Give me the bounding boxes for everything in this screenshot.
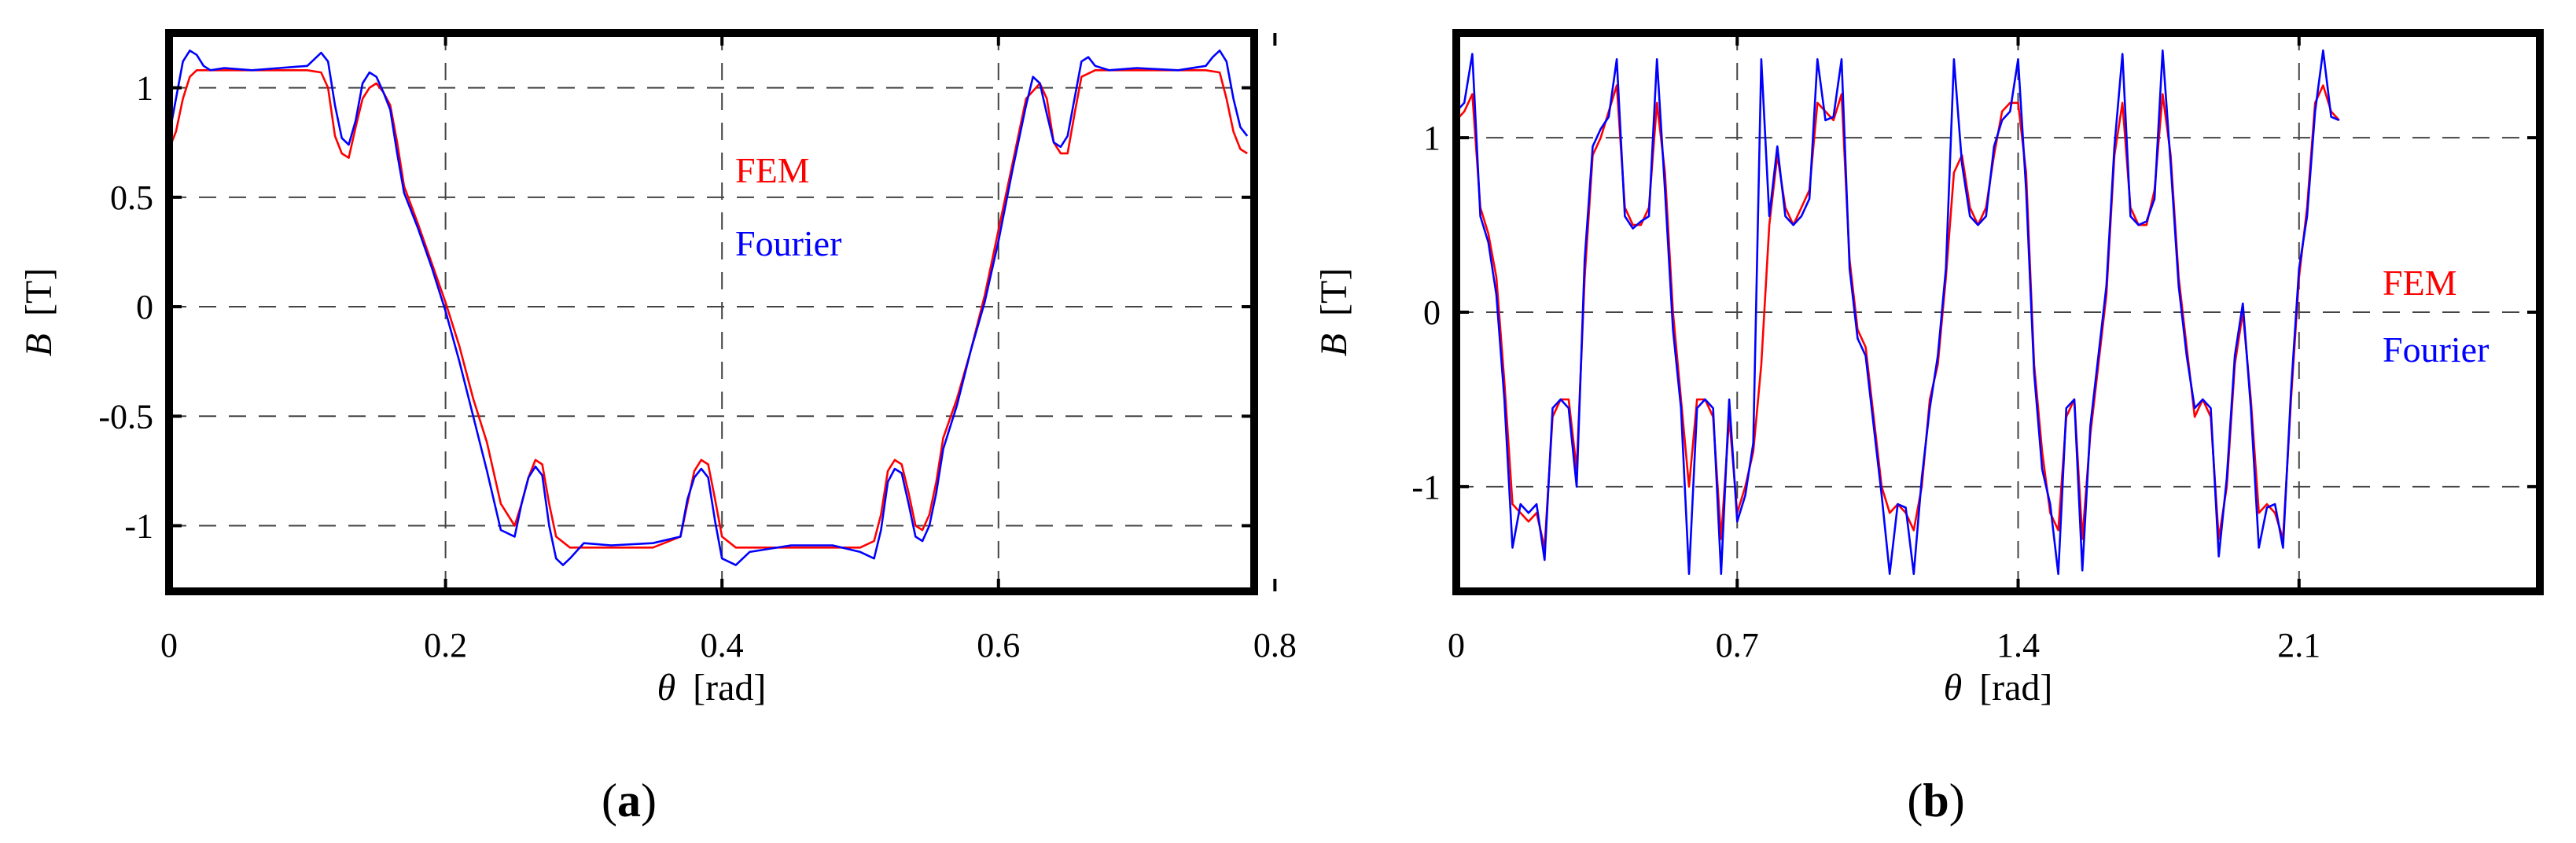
panel-label-b: (b) — [1907, 775, 1964, 826]
y-tick-label: 1 — [136, 69, 153, 108]
y-axis-unit: [T] — [18, 268, 60, 316]
y-axis-label: B [T] — [1313, 268, 1355, 357]
panel-letter: b — [1923, 775, 1949, 826]
x-tick-label: 0.6 — [977, 626, 1020, 664]
data-series — [1455, 49, 2340, 576]
legend-entry-fem: FEM — [2383, 263, 2457, 303]
tick-labels: 0 0.7 1.4 2.1 1 0 -1 — [1411, 119, 2320, 664]
y-tick-label: 0 — [136, 288, 153, 326]
panel-letter: a — [617, 775, 641, 826]
x-tick-label: 2.1 — [2277, 626, 2320, 664]
x-tick-label: 0 — [160, 626, 178, 664]
x-tick-label: 0.8 — [1253, 626, 1297, 664]
x-axis-unit: [rad] — [693, 667, 766, 709]
chart-panel-a: 0 0.2 0.4 0.6 0.8 1 0.5 0 -0.5 -1 θ [rad] B [T] F… — [18, 29, 1297, 826]
tick-marks — [1455, 33, 2540, 591]
series-line-fem — [167, 69, 1248, 549]
x-axis-symbol: θ — [657, 667, 676, 709]
x-tick-label: 0.2 — [424, 626, 467, 664]
y-tick-label: 1 — [1423, 119, 1441, 157]
data-series — [167, 50, 1249, 566]
x-tick-label: 0 — [1448, 626, 1465, 664]
x-axis-label: θ [rad] — [657, 667, 767, 709]
y-axis-symbol: B — [1313, 333, 1355, 356]
y-tick-label: -1 — [1411, 468, 1441, 506]
y-tick-label: -1 — [124, 506, 153, 545]
x-axis-label: θ [rad] — [1944, 667, 2053, 709]
x-tick-label: 1.4 — [1996, 626, 2040, 664]
tick-marks — [167, 33, 1277, 591]
series-line-fourier — [1455, 49, 2340, 576]
legend-entry-fem: FEM — [735, 150, 810, 190]
legend-entry-fourier: Fourier — [2383, 329, 2489, 370]
x-tick-label: 0.7 — [1716, 626, 1759, 664]
panel-label-a: (a) — [602, 775, 657, 826]
legend-entry-fourier: Fourier — [735, 223, 841, 263]
y-tick-label: 0 — [1423, 293, 1441, 332]
x-axis-symbol: θ — [1944, 667, 1963, 709]
y-axis-unit: [T] — [1313, 268, 1355, 316]
y-tick-label: 0.5 — [110, 179, 153, 217]
x-tick-label: 0.4 — [701, 626, 744, 664]
tick-labels: 0 0.2 0.4 0.6 0.8 1 0.5 0 -0.5 -1 — [98, 69, 1297, 664]
grid-lines — [169, 33, 1254, 591]
y-axis-label: B [T] — [18, 268, 60, 357]
y-tick-label: -0.5 — [98, 397, 153, 436]
plot-frame — [165, 29, 1258, 595]
series-line-fourier — [167, 50, 1249, 566]
y-axis-symbol: B — [18, 333, 60, 356]
x-axis-unit: [rad] — [1979, 667, 2052, 709]
chart-panel-b: 0 0.7 1.4 2.1 1 0 -1 θ [rad] B [T] FEM Fourier… — [1313, 29, 2544, 826]
